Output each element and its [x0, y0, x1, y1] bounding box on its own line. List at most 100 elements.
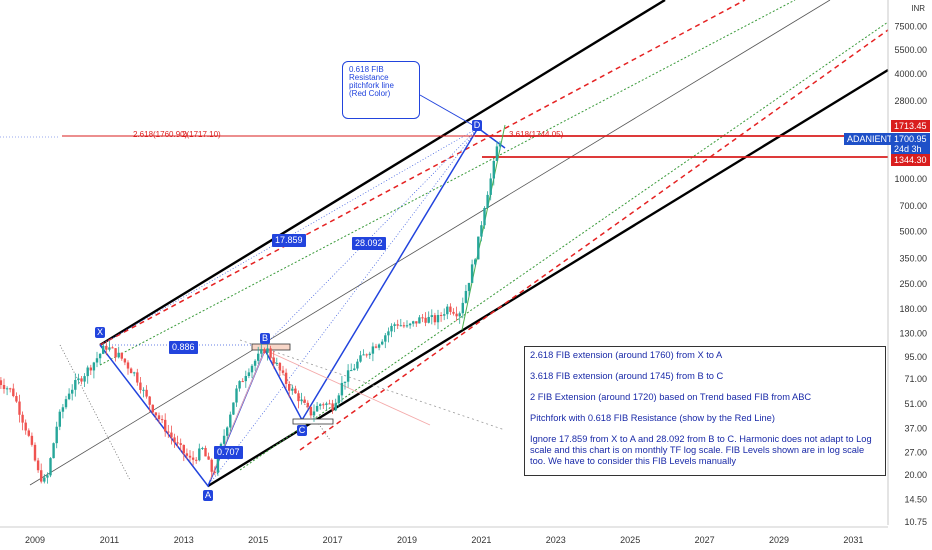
candle-body: [89, 367, 92, 371]
candle-body: [402, 325, 406, 327]
point-d-label: D: [472, 120, 482, 131]
candle-body: [467, 282, 471, 291]
y-tick-label: 27.00: [904, 447, 927, 457]
candle-body: [117, 352, 120, 358]
candle-body: [368, 353, 371, 356]
analysis-notes-box: 2.618 FIB extension (around 1760) from X…: [524, 346, 886, 476]
candle-body: [5, 388, 9, 390]
candle-body: [64, 399, 68, 408]
fib-pink-line-3: [239, 339, 506, 431]
candle-body: [12, 388, 15, 397]
candle-body: [2, 385, 6, 390]
candle-body: [98, 353, 102, 359]
x-tick-label: 2015: [248, 535, 268, 545]
candle-body: [350, 370, 353, 372]
candle-body: [424, 317, 427, 323]
callout-line-4: (Red Color): [349, 89, 391, 98]
candle-body: [253, 360, 257, 366]
point-c-label: C: [297, 425, 307, 436]
candle-body: [77, 378, 80, 381]
candle-body: [179, 443, 182, 445]
candle-body: [33, 444, 37, 461]
y-tick-label: 51.00: [904, 399, 927, 409]
x-tick-label: 2017: [323, 535, 343, 545]
x-tick-label: 2009: [25, 535, 45, 545]
candle-body: [213, 471, 216, 473]
candle-body: [492, 160, 495, 179]
candle-body: [71, 389, 74, 394]
note-4: Pitchfork with 0.618 FIB Resistance (sho…: [530, 413, 775, 423]
pitchfork-upper-line: [99, 0, 666, 347]
candle-body: [439, 314, 443, 316]
candle-body: [390, 325, 393, 332]
y-tick-label: 10.75: [904, 517, 927, 527]
x-tick-label: 2025: [620, 535, 640, 545]
candle-body: [216, 454, 220, 473]
candle-body: [337, 395, 340, 404]
candle-body: [108, 347, 111, 350]
candle-body: [120, 352, 123, 359]
candle-body: [9, 388, 12, 390]
candle-body: [449, 306, 452, 312]
note-5: Ignore 17.859 from X to A and 28.092 fro…: [530, 434, 872, 466]
candle-body: [399, 325, 402, 327]
candle-body: [374, 346, 378, 348]
y-tick-label: 95.00: [904, 352, 927, 362]
fib-dotted-line-1: [99, 127, 479, 346]
candle-body: [49, 458, 52, 476]
y-tick-label: 7500.00: [894, 22, 927, 32]
fib-label-28092: 28.092: [352, 237, 386, 250]
candle-body: [46, 475, 49, 478]
drawing-overlays: [0, 0, 889, 488]
candle-body: [477, 236, 480, 260]
candle-body: [353, 368, 356, 371]
x-tick-label: 2031: [843, 535, 863, 545]
candle-body: [260, 349, 263, 354]
candle-body: [95, 358, 99, 363]
candle-body: [207, 456, 210, 460]
candle-body: [340, 382, 344, 396]
candle-body: [176, 442, 179, 444]
point-a-label: A: [203, 490, 213, 501]
y-tick-label: 250.00: [899, 279, 927, 289]
y-tick-label: 2800.00: [894, 96, 927, 106]
candle-body: [446, 306, 449, 315]
candle-body: [312, 411, 316, 416]
fib-label-0886: 0.886: [169, 341, 198, 354]
candle-body: [315, 405, 319, 412]
candle-body: [322, 404, 325, 406]
candle-body: [408, 323, 412, 326]
candle-body: [464, 290, 468, 303]
note-2: 3.618 FIB extension (around 1745) from B…: [530, 371, 724, 381]
candle-body: [27, 430, 30, 436]
candle-body: [275, 362, 278, 364]
candle-body: [303, 399, 306, 403]
candle-body: [210, 459, 213, 472]
candle-body: [421, 317, 424, 319]
candle-body: [238, 381, 241, 389]
candle-body: [393, 324, 396, 326]
x-tick-label: 2021: [471, 535, 491, 545]
fib-dotted-line-2: [207, 127, 479, 487]
candle-body: [52, 443, 55, 459]
candle-body: [297, 393, 300, 402]
candle-body: [495, 146, 499, 161]
candle-body: [222, 435, 226, 444]
x-tick-label: 2011: [100, 535, 119, 545]
candle-body: [182, 444, 185, 454]
candle-body: [325, 403, 328, 405]
c-highlight-box: [292, 418, 334, 425]
candle-body: [486, 194, 489, 208]
candle-body: [74, 380, 77, 390]
candle-body: [30, 435, 34, 445]
callout-pointer: [419, 94, 479, 129]
candle-body: [164, 419, 167, 432]
candle-body: [241, 381, 244, 383]
candle-body: [331, 403, 334, 411]
y-tick-label: 5500.00: [894, 45, 927, 55]
callout-line-2: Resistance: [349, 73, 389, 82]
candle-body: [384, 335, 387, 342]
candle-body: [362, 354, 365, 356]
pitchfork-lower-line: [207, 68, 889, 488]
